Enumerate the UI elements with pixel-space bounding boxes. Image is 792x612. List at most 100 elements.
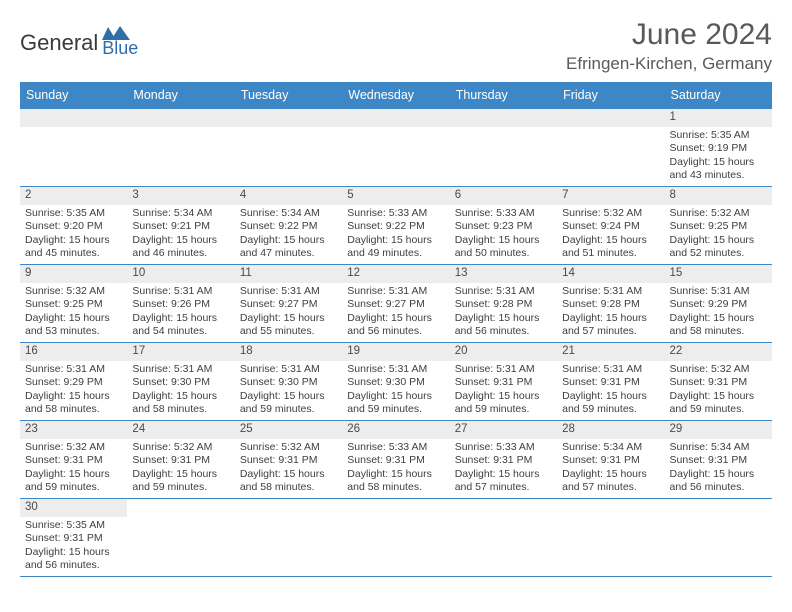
daylight-line: Daylight: 15 hours and 58 minutes.: [670, 312, 767, 339]
sunrise-line: Sunrise: 5:33 AM: [347, 207, 444, 220]
day-number: 21: [557, 343, 664, 361]
empty-day-bar: [450, 109, 557, 127]
sunrise-line: Sunrise: 5:33 AM: [347, 441, 444, 454]
day-details: Sunrise: 5:32 AMSunset: 9:25 PMDaylight:…: [665, 205, 772, 264]
calendar-cell: 10Sunrise: 5:31 AMSunset: 9:26 PMDayligh…: [127, 265, 234, 343]
sunrise-line: Sunrise: 5:32 AM: [25, 441, 122, 454]
location-label: Efringen-Kirchen, Germany: [566, 54, 772, 74]
day-number: 29: [665, 421, 772, 439]
sunrise-line: Sunrise: 5:31 AM: [347, 285, 444, 298]
daylight-line: Daylight: 15 hours and 52 minutes.: [670, 234, 767, 261]
daylight-line: Daylight: 15 hours and 57 minutes.: [455, 468, 552, 495]
daylight-line: Daylight: 15 hours and 53 minutes.: [25, 312, 122, 339]
day-number: 18: [235, 343, 342, 361]
sunset-line: Sunset: 9:20 PM: [25, 220, 122, 233]
day-number: 9: [20, 265, 127, 283]
day-details: Sunrise: 5:31 AMSunset: 9:29 PMDaylight:…: [20, 361, 127, 420]
calendar-cell: [235, 499, 342, 577]
page-header: General Blue June 2024 Efringen-Kirchen,…: [20, 18, 772, 74]
daylight-line: Daylight: 15 hours and 56 minutes.: [455, 312, 552, 339]
daylight-line: Daylight: 15 hours and 57 minutes.: [562, 312, 659, 339]
daylight-line: Daylight: 15 hours and 56 minutes.: [25, 546, 122, 573]
daylight-line: Daylight: 15 hours and 58 minutes.: [240, 468, 337, 495]
calendar-cell: [127, 109, 234, 187]
sunset-line: Sunset: 9:31 PM: [25, 454, 122, 467]
day-number: 3: [127, 187, 234, 205]
day-details: Sunrise: 5:31 AMSunset: 9:28 PMDaylight:…: [450, 283, 557, 342]
day-header: Thursday: [450, 82, 557, 109]
sunrise-line: Sunrise: 5:35 AM: [25, 519, 122, 532]
calendar-row: 30Sunrise: 5:35 AMSunset: 9:31 PMDayligh…: [20, 499, 772, 577]
sunrise-line: Sunrise: 5:31 AM: [25, 363, 122, 376]
day-details: Sunrise: 5:31 AMSunset: 9:27 PMDaylight:…: [342, 283, 449, 342]
sunset-line: Sunset: 9:27 PM: [240, 298, 337, 311]
day-header: Sunday: [20, 82, 127, 109]
sunrise-line: Sunrise: 5:31 AM: [670, 285, 767, 298]
calendar-cell: 4Sunrise: 5:34 AMSunset: 9:22 PMDaylight…: [235, 187, 342, 265]
calendar-row: 23Sunrise: 5:32 AMSunset: 9:31 PMDayligh…: [20, 421, 772, 499]
daylight-line: Daylight: 15 hours and 50 minutes.: [455, 234, 552, 261]
day-number: 25: [235, 421, 342, 439]
empty-day-bar: [342, 109, 449, 127]
sunset-line: Sunset: 9:30 PM: [132, 376, 229, 389]
sunset-line: Sunset: 9:21 PM: [132, 220, 229, 233]
day-details: Sunrise: 5:31 AMSunset: 9:29 PMDaylight:…: [665, 283, 772, 342]
calendar-cell: 6Sunrise: 5:33 AMSunset: 9:23 PMDaylight…: [450, 187, 557, 265]
day-details: Sunrise: 5:35 AMSunset: 9:20 PMDaylight:…: [20, 205, 127, 264]
day-header: Tuesday: [235, 82, 342, 109]
daylight-line: Daylight: 15 hours and 47 minutes.: [240, 234, 337, 261]
sunrise-line: Sunrise: 5:31 AM: [240, 285, 337, 298]
day-number: 24: [127, 421, 234, 439]
sunset-line: Sunset: 9:28 PM: [562, 298, 659, 311]
sunrise-line: Sunrise: 5:32 AM: [670, 207, 767, 220]
calendar-cell: 7Sunrise: 5:32 AMSunset: 9:24 PMDaylight…: [557, 187, 664, 265]
day-details: Sunrise: 5:31 AMSunset: 9:28 PMDaylight:…: [557, 283, 664, 342]
day-number: 17: [127, 343, 234, 361]
day-number: 28: [557, 421, 664, 439]
sunrise-line: Sunrise: 5:31 AM: [455, 363, 552, 376]
sunrise-line: Sunrise: 5:32 AM: [562, 207, 659, 220]
daylight-line: Daylight: 15 hours and 57 minutes.: [562, 468, 659, 495]
daylight-line: Daylight: 15 hours and 45 minutes.: [25, 234, 122, 261]
day-details: Sunrise: 5:32 AMSunset: 9:31 PMDaylight:…: [20, 439, 127, 498]
day-details: Sunrise: 5:32 AMSunset: 9:31 PMDaylight:…: [127, 439, 234, 498]
sunset-line: Sunset: 9:30 PM: [240, 376, 337, 389]
sunrise-line: Sunrise: 5:33 AM: [455, 207, 552, 220]
sunrise-line: Sunrise: 5:33 AM: [455, 441, 552, 454]
day-number: 2: [20, 187, 127, 205]
sunset-line: Sunset: 9:25 PM: [670, 220, 767, 233]
calendar-cell: 5Sunrise: 5:33 AMSunset: 9:22 PMDaylight…: [342, 187, 449, 265]
day-details: Sunrise: 5:32 AMSunset: 9:24 PMDaylight:…: [557, 205, 664, 264]
sunset-line: Sunset: 9:31 PM: [132, 454, 229, 467]
sunset-line: Sunset: 9:30 PM: [347, 376, 444, 389]
sunset-line: Sunset: 9:26 PM: [132, 298, 229, 311]
day-details: Sunrise: 5:31 AMSunset: 9:30 PMDaylight:…: [235, 361, 342, 420]
daylight-line: Daylight: 15 hours and 59 minutes.: [347, 390, 444, 417]
day-number: 13: [450, 265, 557, 283]
sunrise-line: Sunrise: 5:32 AM: [25, 285, 122, 298]
sunset-line: Sunset: 9:31 PM: [240, 454, 337, 467]
month-title: June 2024: [566, 18, 772, 52]
calendar-cell: [665, 499, 772, 577]
calendar-cell: 2Sunrise: 5:35 AMSunset: 9:20 PMDaylight…: [20, 187, 127, 265]
calendar-cell: [557, 499, 664, 577]
daylight-line: Daylight: 15 hours and 51 minutes.: [562, 234, 659, 261]
sunset-line: Sunset: 9:31 PM: [670, 454, 767, 467]
calendar-cell: 1Sunrise: 5:35 AMSunset: 9:19 PMDaylight…: [665, 109, 772, 187]
calendar-row: 1Sunrise: 5:35 AMSunset: 9:19 PMDaylight…: [20, 109, 772, 187]
day-number: 16: [20, 343, 127, 361]
day-header: Friday: [557, 82, 664, 109]
sunset-line: Sunset: 9:31 PM: [455, 376, 552, 389]
daylight-line: Daylight: 15 hours and 49 minutes.: [347, 234, 444, 261]
sunrise-line: Sunrise: 5:34 AM: [240, 207, 337, 220]
sunrise-line: Sunrise: 5:35 AM: [670, 129, 767, 142]
day-header: Wednesday: [342, 82, 449, 109]
day-number: 11: [235, 265, 342, 283]
day-number: 19: [342, 343, 449, 361]
day-details: Sunrise: 5:34 AMSunset: 9:31 PMDaylight:…: [557, 439, 664, 498]
sunrise-line: Sunrise: 5:31 AM: [132, 363, 229, 376]
day-details: Sunrise: 5:35 AMSunset: 9:19 PMDaylight:…: [665, 127, 772, 186]
calendar-cell: 16Sunrise: 5:31 AMSunset: 9:29 PMDayligh…: [20, 343, 127, 421]
day-number: 7: [557, 187, 664, 205]
empty-day-bar: [557, 109, 664, 127]
